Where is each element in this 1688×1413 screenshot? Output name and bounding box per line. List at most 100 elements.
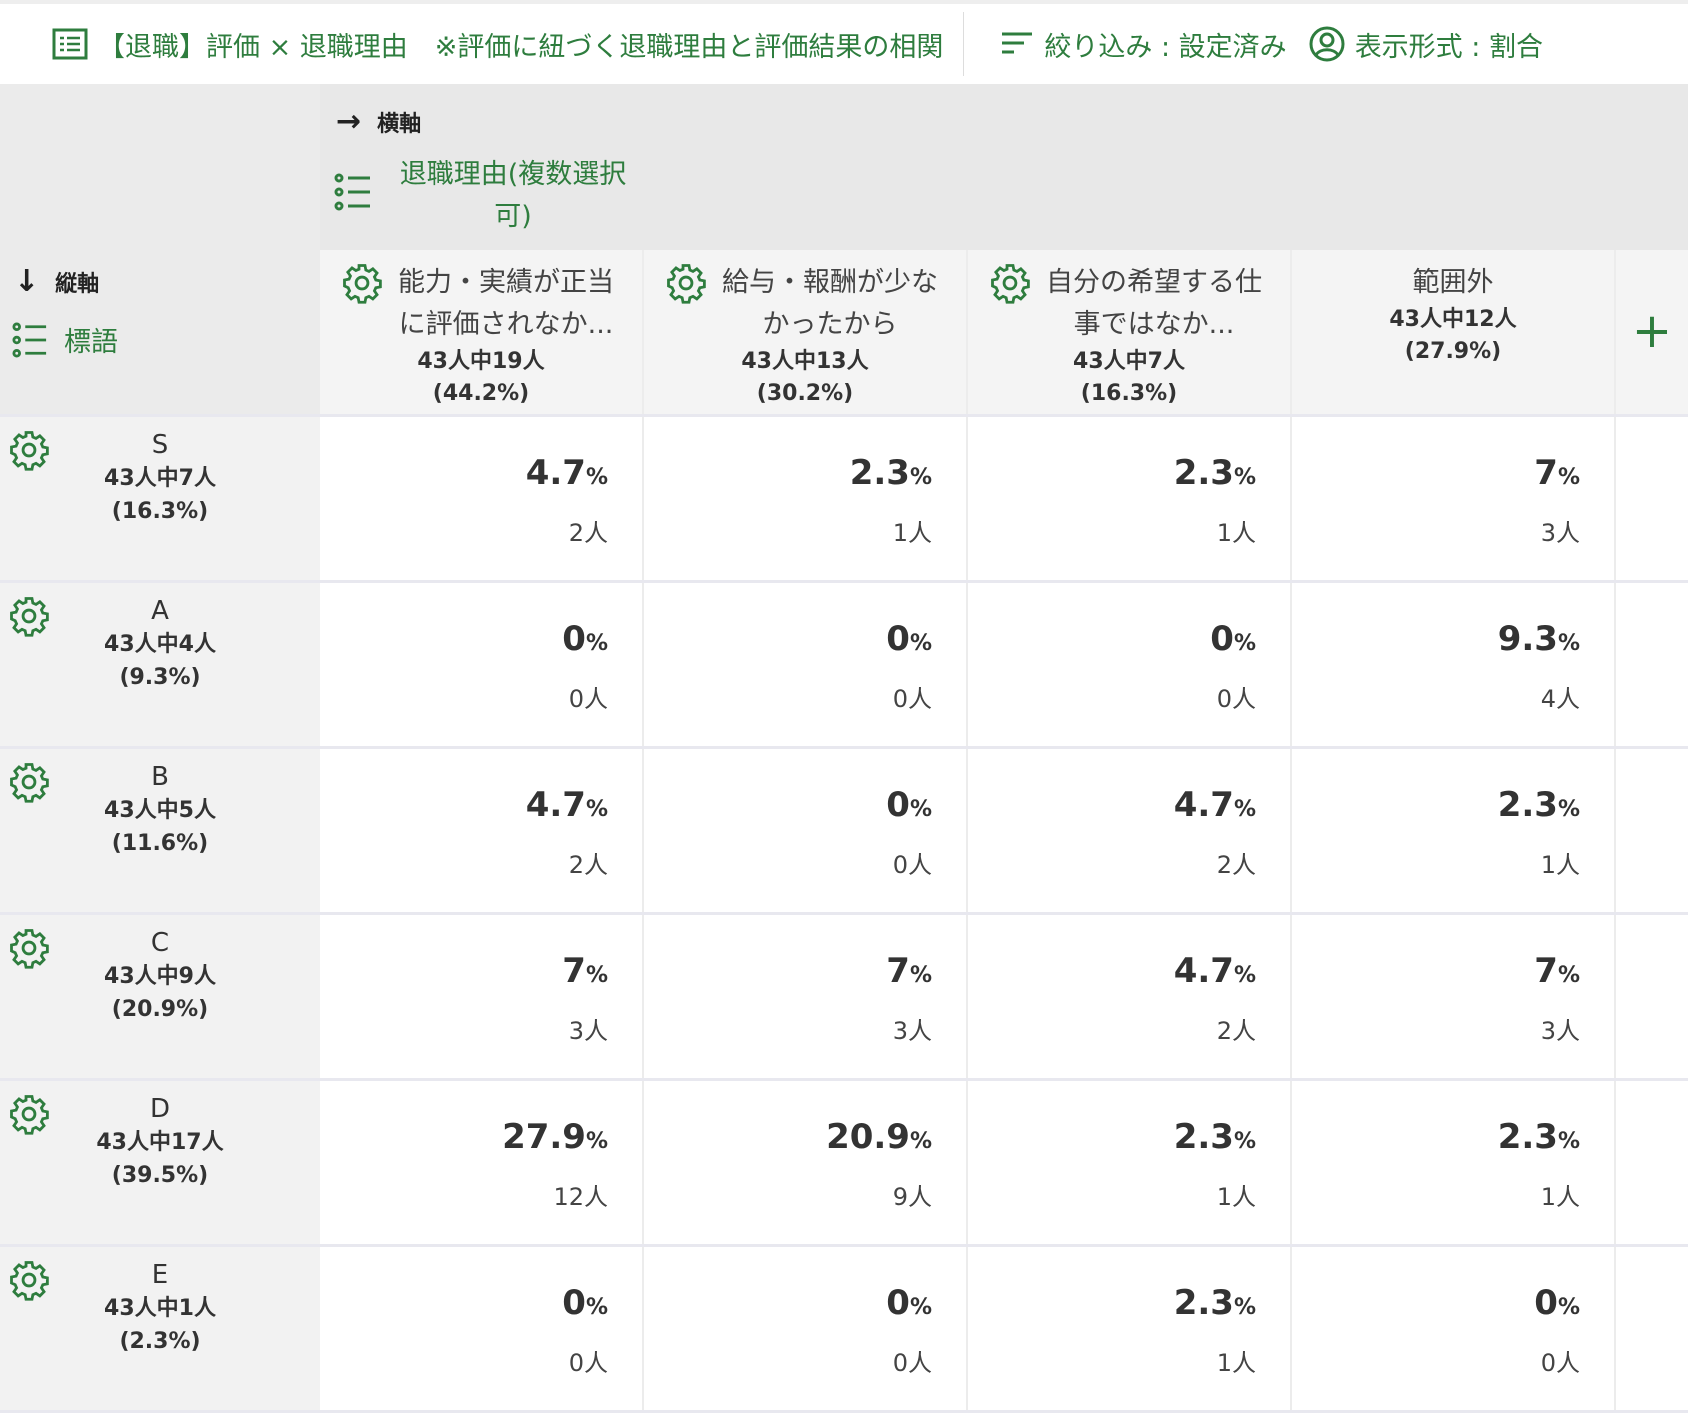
table-row: D 43人中17人 (39.5%) 27.9% 12人 20.9% 9人 2.3% 1人 2.3%… <box>0 1081 1688 1247</box>
row-count: 43人中4人 <box>104 632 216 657</box>
filter-icon <box>1002 32 1033 54</box>
percent-sign: % <box>909 465 932 490</box>
gear-icon[interactable] <box>8 595 50 647</box>
table-cell[interactable]: 2.3% 1人 <box>644 417 968 580</box>
cell-count: 0人 <box>568 685 608 713</box>
empty-cell <box>1616 915 1688 1078</box>
row-label: D <box>149 1094 171 1124</box>
cell-count: 2人 <box>568 519 608 547</box>
percent-sign: % <box>585 631 608 656</box>
table-cell[interactable]: 0% 0人 <box>320 1247 644 1410</box>
column-header[interactable]: 給与・報酬が少なかったから 43人中13人 (30.2%) <box>644 250 968 414</box>
cell-count: 3人 <box>892 1017 932 1045</box>
row-header[interactable]: B 43人中5人 (11.6%) <box>0 749 320 912</box>
row-percent: (39.5%) <box>111 1163 209 1188</box>
gear-icon[interactable] <box>341 262 383 346</box>
cell-percent: 20.9 <box>826 1117 910 1157</box>
cell-count: 1人 <box>1216 1349 1256 1377</box>
divider <box>963 12 965 76</box>
table-cell[interactable]: 20.9% 9人 <box>644 1081 968 1244</box>
row-header[interactable]: E 43人中1人 (2.3%) <box>0 1247 320 1410</box>
gear-icon[interactable] <box>8 1259 50 1311</box>
row-percent: (2.3%) <box>119 1329 201 1354</box>
table-cell[interactable]: 2.3% 1人 <box>968 1081 1292 1244</box>
gear-icon[interactable] <box>8 1093 50 1145</box>
vertical-axis-field[interactable]: 標語 <box>12 320 118 359</box>
table-row: S 43人中7人 (16.3%) 4.7% 2人 2.3% 1人 2.3% 1人 7% 3人 <box>0 417 1688 583</box>
table-cell[interactable]: 0% 0人 <box>644 1247 968 1410</box>
axis-settings-bar <box>0 84 1688 250</box>
table-cell[interactable]: 2.3% 1人 <box>968 1247 1292 1410</box>
row-label: B <box>151 762 169 792</box>
cell-count: 9人 <box>892 1183 932 1211</box>
plus-icon[interactable]: + <box>1631 303 1673 359</box>
row-header[interactable]: D 43人中17人 (39.5%) <box>0 1081 320 1244</box>
cell-percent: 0 <box>562 619 586 659</box>
table-row: C 43人中9人 (20.9%) 7% 3人 7% 3人 4.7% 2人 7% 3人 <box>0 915 1688 1081</box>
add-column-button[interactable]: + <box>1616 250 1688 414</box>
percent-sign: % <box>909 797 932 822</box>
percent-sign: % <box>1557 465 1580 490</box>
column-header[interactable]: 能力・実績が正当に評価されなか... 43人中19人 (44.2%) <box>320 250 644 414</box>
column-percent: (27.9%) <box>1404 339 1502 364</box>
cell-count: 0人 <box>892 851 932 879</box>
empty-cell <box>1616 417 1688 580</box>
table-cell[interactable]: 7% 3人 <box>644 915 968 1078</box>
cell-percent: 7 <box>1534 951 1558 991</box>
percent-sign: % <box>1557 963 1580 988</box>
percent-sign: % <box>1557 1129 1580 1154</box>
display-format-button[interactable]: 表示形式 : 割合 <box>1309 25 1543 64</box>
row-label: A <box>151 596 169 626</box>
table-cell[interactable]: 0% 0人 <box>644 583 968 746</box>
gear-icon[interactable] <box>665 262 707 346</box>
cell-count: 0人 <box>892 1349 932 1377</box>
cell-count: 1人 <box>1216 519 1256 547</box>
empty-cell <box>1616 1247 1688 1410</box>
table-cell[interactable]: 4.7% 2人 <box>968 915 1292 1078</box>
percent-sign: % <box>909 631 932 656</box>
table-cell[interactable]: 7% 3人 <box>1292 915 1616 1078</box>
column-percent: (16.3%) <box>1080 381 1178 406</box>
row-percent: (20.9%) <box>111 997 209 1022</box>
column-header[interactable]: 範囲外 43人中12人 (27.9%) <box>1292 250 1616 414</box>
table-cell[interactable]: 9.3% 4人 <box>1292 583 1616 746</box>
table-cell[interactable]: 0% 0人 <box>644 749 968 912</box>
vertical-axis-label: 縦軸 <box>55 271 100 297</box>
table-cell[interactable]: 0% 0人 <box>320 583 644 746</box>
percent-sign: % <box>909 963 932 988</box>
row-header[interactable]: S 43人中7人 (16.3%) <box>0 417 320 580</box>
report-toolbar: 【退職】評価 × 退職理由 ※評価に紐づく退職理由と評価結果の相関 絞り込み :… <box>0 0 1688 84</box>
user-circle-icon <box>1309 26 1345 62</box>
row-header[interactable]: C 43人中9人 (20.9%) <box>0 915 320 1078</box>
gear-icon[interactable] <box>8 927 50 979</box>
table-cell[interactable]: 27.9% 12人 <box>320 1081 644 1244</box>
percent-sign: % <box>1557 1295 1580 1320</box>
table-cell[interactable]: 2.3% 1人 <box>1292 749 1616 912</box>
report-title[interactable]: 【退職】評価 × 退職理由 ※評価に紐づく退職理由と評価結果の相関 <box>52 25 943 64</box>
row-count: 43人中9人 <box>104 964 216 989</box>
gear-icon[interactable] <box>989 262 1031 346</box>
gear-icon[interactable] <box>8 761 50 813</box>
table-cell[interactable]: 7% 3人 <box>320 915 644 1078</box>
column-count: 43人中19人 <box>417 349 545 374</box>
table-cell[interactable]: 4.7% 2人 <box>320 749 644 912</box>
gear-icon[interactable] <box>8 429 50 481</box>
table-cell[interactable]: 0% 0人 <box>968 583 1292 746</box>
cell-count: 0人 <box>1216 685 1256 713</box>
cell-percent: 4.7 <box>525 785 586 825</box>
horizontal-axis-field[interactable]: 退職理由(複数選択可) <box>334 154 638 238</box>
filter-button[interactable]: 絞り込み : 設定済み <box>1000 25 1287 64</box>
table-cell[interactable]: 7% 3人 <box>1292 417 1616 580</box>
report-icon <box>52 28 88 60</box>
table-cell[interactable]: 0% 0人 <box>1292 1247 1616 1410</box>
report-title-text: 【退職】評価 × 退職理由 ※評価に紐づく退職理由と評価結果の相関 <box>98 31 944 63</box>
cell-percent: 4.7 <box>1173 785 1234 825</box>
column-header[interactable]: 自分の希望する仕事ではなか... 43人中7人 (16.3%) <box>968 250 1292 414</box>
table-cell[interactable]: 2.3% 1人 <box>968 417 1292 580</box>
table-cell[interactable]: 4.7% 2人 <box>320 417 644 580</box>
table-cell[interactable]: 4.7% 2人 <box>968 749 1292 912</box>
row-header[interactable]: A 43人中4人 (9.3%) <box>0 583 320 746</box>
percent-sign: % <box>585 465 608 490</box>
row-count: 43人中5人 <box>104 798 216 823</box>
table-cell[interactable]: 2.3% 1人 <box>1292 1081 1616 1244</box>
